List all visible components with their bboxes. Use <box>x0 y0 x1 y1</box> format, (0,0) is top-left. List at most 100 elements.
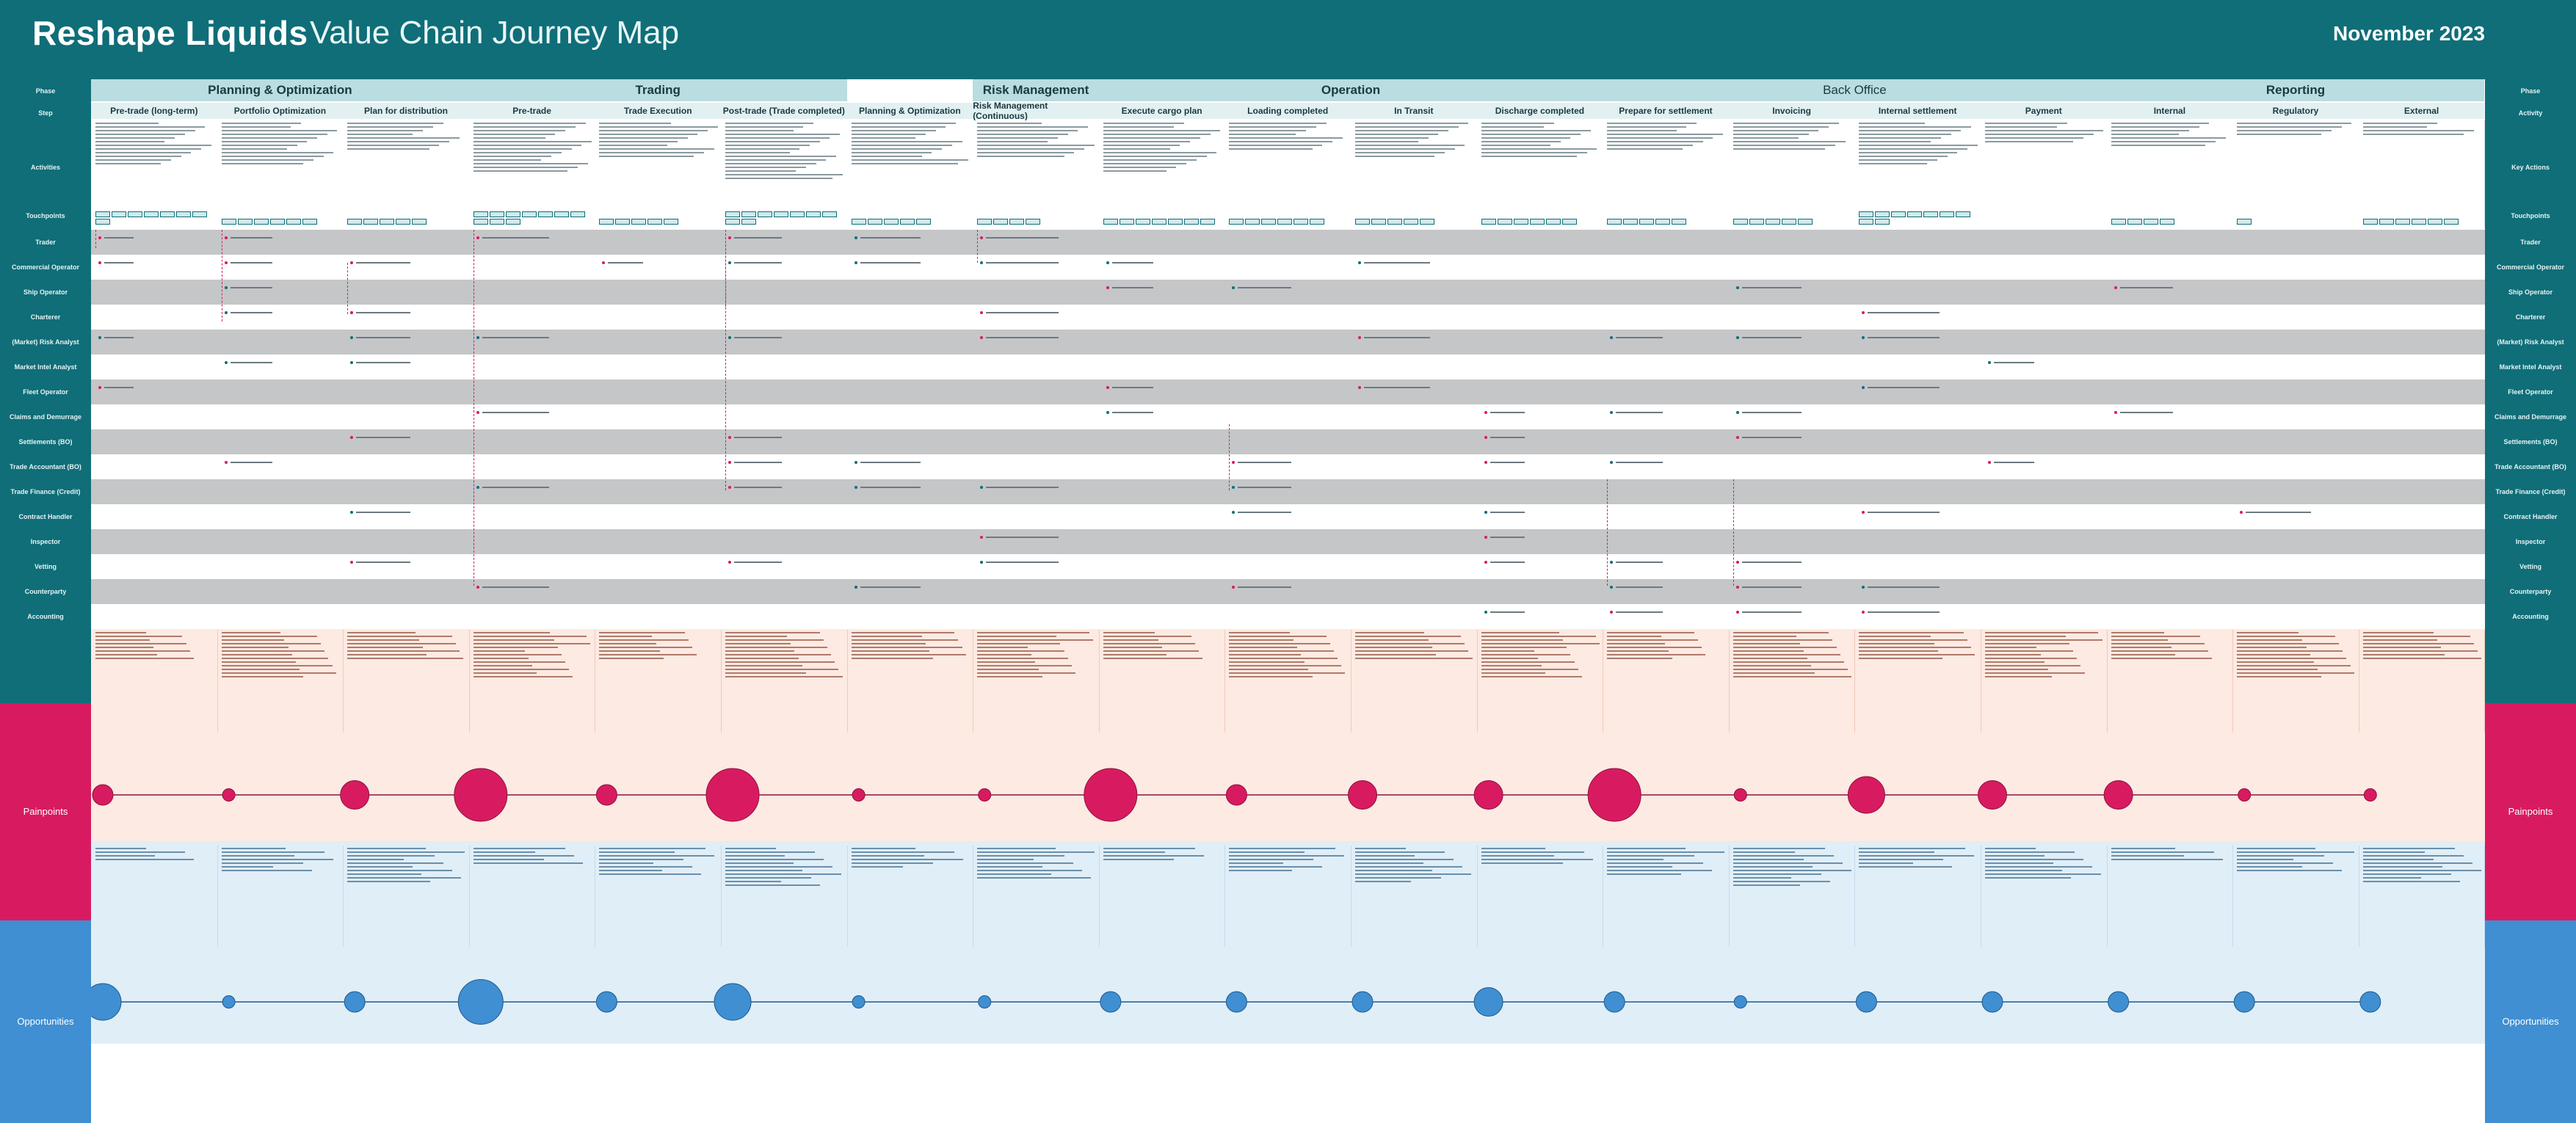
task-marker[interactable] <box>1862 311 1865 314</box>
touchpoint-chip[interactable] <box>521 211 537 217</box>
task-marker[interactable] <box>1106 261 1109 264</box>
task-marker[interactable] <box>1232 286 1236 289</box>
touchpoint-chip[interactable] <box>363 219 379 225</box>
touchpoint-chip[interactable] <box>2237 219 2252 225</box>
touchpoint-chip[interactable] <box>537 211 553 217</box>
touchpoint-chip[interactable] <box>2143 219 2158 225</box>
task-marker[interactable] <box>1232 586 1236 589</box>
touchpoint-chip[interactable] <box>1135 219 1150 225</box>
task-marker[interactable] <box>98 336 101 339</box>
task-marker[interactable] <box>1610 586 1614 589</box>
touchpoint-chip[interactable] <box>774 211 788 217</box>
touchpoint-chip[interactable] <box>128 211 142 217</box>
task-marker[interactable] <box>224 311 228 314</box>
task-marker[interactable] <box>476 336 479 339</box>
task-marker[interactable] <box>1988 461 1991 464</box>
touchpoint-chip[interactable] <box>1167 219 1183 225</box>
touchpoint-chip[interactable] <box>1261 219 1277 225</box>
task-marker[interactable] <box>1106 411 1109 414</box>
touchpoint-chip[interactable] <box>1923 211 1939 217</box>
touchpoint-chip[interactable] <box>473 219 488 225</box>
touchpoint-chip[interactable] <box>1655 219 1671 225</box>
task-marker[interactable] <box>350 361 354 364</box>
touchpoint-chip[interactable] <box>1151 219 1167 225</box>
touchpoint-chip[interactable] <box>1481 219 1496 225</box>
touchpoint-chip[interactable] <box>489 211 504 217</box>
touchpoint-chip[interactable] <box>1765 219 1780 225</box>
touchpoint-chip[interactable] <box>1245 219 1260 225</box>
task-marker[interactable] <box>602 261 606 264</box>
task-marker[interactable] <box>1862 611 1865 614</box>
touchpoint-chip[interactable] <box>1404 219 1418 225</box>
task-marker[interactable] <box>854 586 857 589</box>
task-marker[interactable] <box>1484 411 1487 414</box>
task-marker[interactable] <box>980 561 984 564</box>
touchpoint-chip[interactable] <box>1875 211 1890 217</box>
touchpoint-chip[interactable] <box>915 219 931 225</box>
task-marker[interactable] <box>1862 511 1865 514</box>
touchpoint-chip[interactable] <box>302 219 317 225</box>
touchpoint-chip[interactable] <box>2395 219 2410 225</box>
task-marker[interactable] <box>728 336 731 339</box>
touchpoint-chip[interactable] <box>1371 219 1386 225</box>
touchpoint-chip[interactable] <box>599 219 614 225</box>
touchpoint-chip[interactable] <box>1956 211 1971 217</box>
touchpoint-chip[interactable] <box>380 219 395 225</box>
touchpoint-chip[interactable] <box>2379 219 2394 225</box>
task-marker[interactable] <box>728 561 731 564</box>
task-marker[interactable] <box>980 311 984 314</box>
task-marker[interactable] <box>1735 411 1739 414</box>
task-marker[interactable] <box>1735 611 1739 614</box>
touchpoint-chip[interactable] <box>1859 211 1874 217</box>
touchpoint-chip[interactable] <box>883 219 899 225</box>
touchpoint-chip[interactable] <box>237 219 253 225</box>
touchpoint-chip[interactable] <box>112 211 126 217</box>
task-marker[interactable] <box>224 261 228 264</box>
touchpoint-chip[interactable] <box>1026 219 1041 225</box>
touchpoint-chip[interactable] <box>851 219 866 225</box>
touchpoint-chip[interactable] <box>95 219 110 225</box>
task-marker[interactable] <box>350 311 354 314</box>
task-marker[interactable] <box>2114 411 2117 414</box>
task-marker[interactable] <box>1358 386 1361 389</box>
touchpoint-chip[interactable] <box>725 211 740 217</box>
touchpoint-chip[interactable] <box>505 211 520 217</box>
touchpoint-chip[interactable] <box>95 211 110 217</box>
touchpoint-chip[interactable] <box>412 219 427 225</box>
touchpoint-chip[interactable] <box>396 219 411 225</box>
task-marker[interactable] <box>1862 586 1865 589</box>
touchpoint-chip[interactable] <box>554 211 569 217</box>
touchpoint-chip[interactable] <box>1907 211 1923 217</box>
touchpoint-chip[interactable] <box>1277 219 1293 225</box>
task-marker[interactable] <box>1735 336 1739 339</box>
task-marker[interactable] <box>224 286 228 289</box>
touchpoint-chip[interactable] <box>489 219 504 225</box>
touchpoint-chip[interactable] <box>253 219 269 225</box>
task-marker[interactable] <box>476 411 479 414</box>
touchpoint-chip[interactable] <box>1200 219 1215 225</box>
task-marker[interactable] <box>1232 461 1236 464</box>
task-marker[interactable] <box>1484 536 1487 539</box>
touchpoint-chip[interactable] <box>1733 219 1748 225</box>
touchpoint-chip[interactable] <box>1513 219 1528 225</box>
touchpoint-chip[interactable] <box>1891 211 1906 217</box>
touchpoint-chip[interactable] <box>1749 219 1764 225</box>
touchpoint-chip[interactable] <box>1875 219 1890 225</box>
task-marker[interactable] <box>728 436 731 439</box>
touchpoint-chip[interactable] <box>993 219 1009 225</box>
task-marker[interactable] <box>1735 436 1739 439</box>
touchpoint-chip[interactable] <box>269 219 285 225</box>
touchpoint-chip[interactable] <box>1545 219 1561 225</box>
touchpoint-chip[interactable] <box>867 219 882 225</box>
task-marker[interactable] <box>1358 336 1361 339</box>
touchpoint-chip[interactable] <box>1561 219 1577 225</box>
touchpoint-chip[interactable] <box>664 219 679 225</box>
task-marker[interactable] <box>1610 461 1614 464</box>
touchpoint-chip[interactable] <box>1607 219 1622 225</box>
task-marker[interactable] <box>476 586 479 589</box>
task-marker[interactable] <box>728 261 731 264</box>
task-marker[interactable] <box>98 261 101 264</box>
task-marker[interactable] <box>1232 486 1236 489</box>
task-marker[interactable] <box>476 236 479 239</box>
touchpoint-chip[interactable] <box>2111 219 2126 225</box>
